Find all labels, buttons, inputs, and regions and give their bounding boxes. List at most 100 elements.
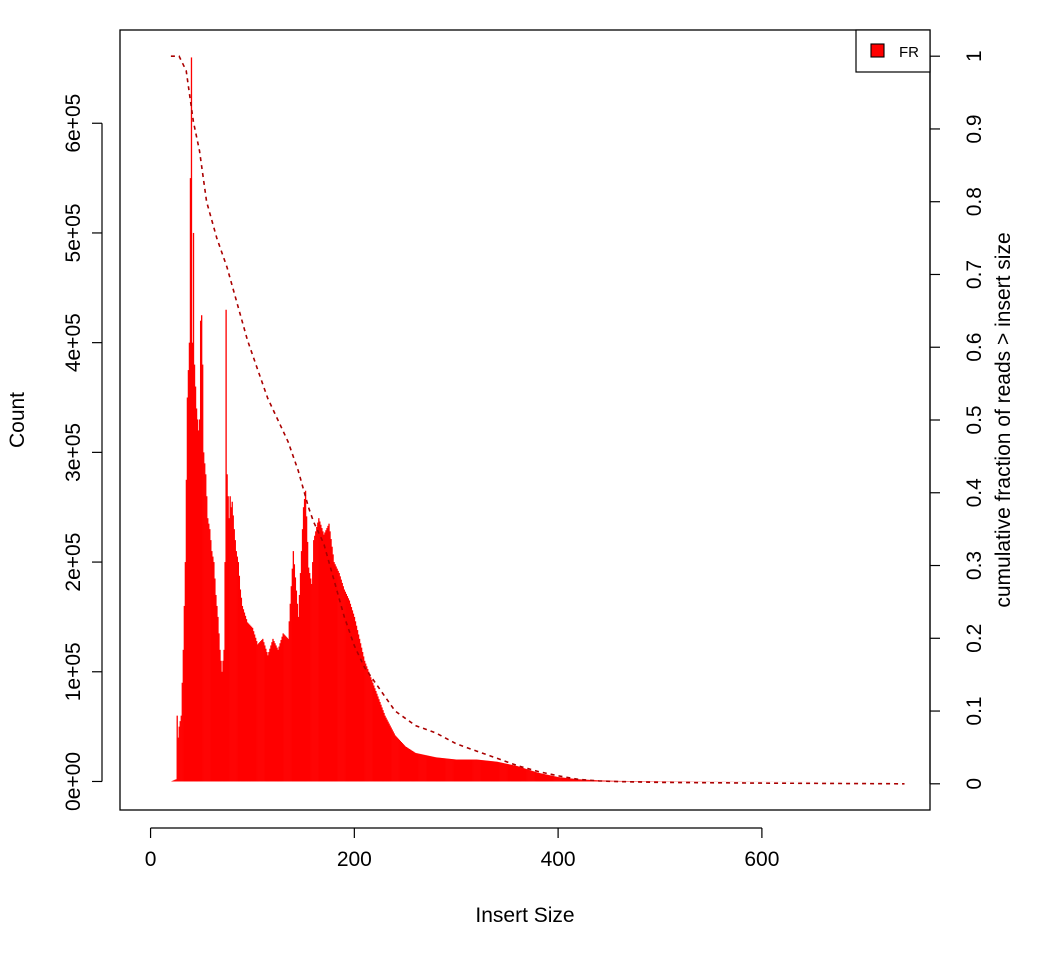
histogram-bar bbox=[205, 474, 207, 782]
histogram-bar bbox=[193, 364, 196, 782]
histogram-bar bbox=[528, 769, 530, 782]
histogram-bar bbox=[303, 498, 306, 782]
histogram-bar bbox=[494, 761, 496, 782]
histogram-bar bbox=[431, 756, 433, 782]
histogram-bar bbox=[347, 598, 350, 782]
histogram-bar bbox=[468, 759, 471, 782]
y2-tick-label: 1 bbox=[963, 50, 986, 62]
histogram-bar bbox=[475, 759, 477, 782]
histogram-bar bbox=[497, 761, 499, 782]
histogram-bar bbox=[554, 776, 556, 782]
histogram-bar bbox=[383, 712, 385, 782]
histogram-bar bbox=[327, 525, 329, 782]
histogram-bar bbox=[172, 780, 174, 782]
histogram-bar bbox=[372, 682, 374, 782]
histogram-bar bbox=[175, 779, 177, 782]
histogram-bar bbox=[329, 531, 331, 782]
histogram-bar bbox=[331, 546, 333, 782]
histogram-bar bbox=[272, 638, 274, 782]
histogram-bar bbox=[406, 747, 409, 782]
histogram-bar bbox=[492, 761, 494, 782]
histogram-bar bbox=[349, 603, 352, 782]
histogram-bar bbox=[247, 623, 250, 782]
histogram-bar bbox=[510, 764, 513, 782]
histogram-bar bbox=[413, 752, 416, 782]
histogram-bar bbox=[542, 773, 544, 782]
histogram-bar bbox=[370, 677, 372, 782]
histogram-bar bbox=[549, 775, 551, 782]
histogram-bar bbox=[212, 556, 214, 782]
histogram-bar bbox=[465, 759, 468, 782]
histogram-bar bbox=[198, 419, 201, 782]
histogram-bar bbox=[311, 584, 313, 782]
histogram-bar bbox=[586, 779, 588, 782]
histogram-bar bbox=[300, 551, 303, 782]
histogram-bar bbox=[279, 643, 281, 782]
histogram-bar bbox=[404, 746, 407, 782]
histogram-bar bbox=[239, 589, 242, 782]
histogram-bar bbox=[597, 780, 599, 782]
histogram-bar bbox=[197, 430, 200, 782]
histogram-bar bbox=[577, 779, 580, 782]
histogram-bar bbox=[275, 645, 277, 782]
histogram-bar bbox=[377, 696, 379, 782]
y-tick-label: 4e+05 bbox=[62, 313, 85, 372]
histogram-bar bbox=[537, 772, 539, 782]
histogram-bar bbox=[261, 639, 263, 782]
histogram-bar bbox=[396, 737, 398, 782]
histogram-bar bbox=[427, 755, 429, 782]
histogram-bar bbox=[436, 757, 438, 782]
histogram-bar bbox=[363, 656, 365, 782]
histogram-bar bbox=[233, 529, 235, 782]
histogram-bar bbox=[460, 759, 463, 782]
histogram-bar bbox=[573, 778, 576, 782]
histogram-bar bbox=[240, 597, 243, 782]
histogram-bar bbox=[323, 534, 325, 782]
histogram-bar bbox=[217, 616, 219, 782]
histogram-bar bbox=[266, 652, 268, 782]
y-tick-label: 1e+05 bbox=[62, 642, 85, 701]
histogram-bar bbox=[484, 760, 486, 782]
x-tick-label: 0 bbox=[145, 848, 157, 871]
histogram-bar bbox=[317, 522, 319, 782]
histogram-bar bbox=[553, 776, 555, 782]
histogram-bar bbox=[546, 774, 548, 782]
y2-tick-label: 0.8 bbox=[963, 187, 986, 216]
histogram-bar bbox=[581, 779, 583, 782]
histogram-bar bbox=[388, 723, 390, 782]
histogram-bar bbox=[191, 342, 194, 782]
histogram-bar bbox=[513, 765, 516, 782]
histogram-bar bbox=[603, 780, 605, 782]
histogram-bar bbox=[218, 633, 220, 782]
histogram-bar bbox=[367, 669, 369, 782]
histogram-bar bbox=[185, 479, 188, 782]
cumulative-line-group bbox=[170, 55, 905, 785]
histogram-bar bbox=[564, 777, 567, 782]
histogram-bar bbox=[610, 780, 612, 782]
histogram-bar bbox=[433, 756, 435, 782]
histogram-bar bbox=[216, 605, 218, 782]
histogram-bar bbox=[393, 733, 395, 782]
histogram-bar bbox=[229, 496, 231, 782]
histogram-bar bbox=[442, 758, 444, 782]
histogram-bar bbox=[487, 760, 489, 782]
histogram-bar bbox=[255, 637, 257, 782]
histogram-bar bbox=[341, 582, 343, 782]
histogram-bar bbox=[219, 649, 221, 782]
y-axis-right: 0 0.1 0.2 0.3 0.4 0.5 0.6 0.7 0.8 0.9 1 bbox=[929, 50, 986, 790]
histogram-bar bbox=[572, 778, 575, 782]
histogram-bar bbox=[439, 757, 441, 782]
histogram-bar bbox=[516, 766, 519, 782]
histogram-bar bbox=[588, 779, 590, 782]
histogram-bar bbox=[227, 496, 229, 782]
histogram-bar bbox=[346, 596, 349, 782]
histogram-bar bbox=[182, 649, 184, 782]
histogram-bar bbox=[491, 761, 493, 782]
histogram-bar bbox=[417, 753, 419, 782]
histogram-bar bbox=[280, 639, 282, 782]
histogram-bar bbox=[244, 615, 247, 782]
histogram-bar bbox=[382, 710, 384, 782]
histogram-bar bbox=[399, 740, 401, 782]
histogram-bar bbox=[278, 646, 280, 782]
histogram-bar bbox=[355, 625, 358, 782]
